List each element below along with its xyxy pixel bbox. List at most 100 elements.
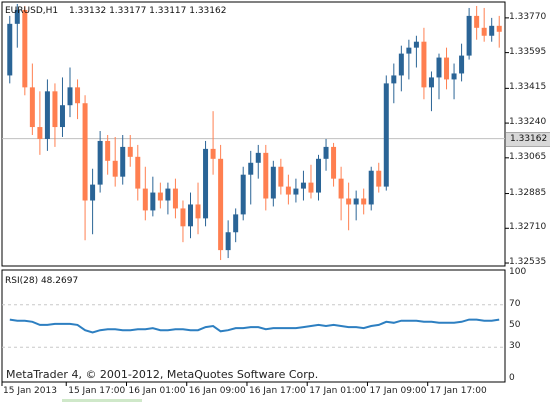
bear-candle-body <box>285 186 291 195</box>
time-tick-label: 16 Jan 17:00 <box>248 386 306 396</box>
bear-candle-body <box>496 25 502 32</box>
bull-candle-body <box>120 146 126 177</box>
bear-candle-body <box>376 170 382 187</box>
bear-candle-body <box>180 208 186 227</box>
bear-candle-body <box>218 158 224 251</box>
bear-candle-body <box>112 160 118 177</box>
bear-candle-body <box>331 146 337 179</box>
bear-candle-body <box>444 57 450 80</box>
price-tick-label: 1.32885 <box>509 187 547 198</box>
bear-candle-body <box>195 204 201 219</box>
bear-candle-body <box>210 148 216 159</box>
bull-candle-body <box>391 75 397 84</box>
bull-candle-body <box>248 162 254 175</box>
bull-candle-body <box>14 9 20 24</box>
time-tick-label: 15 Jan 17:00 <box>68 386 126 396</box>
bull-candle-body <box>67 87 73 106</box>
bull-candle-body <box>150 192 156 211</box>
bull-candle-body <box>293 188 299 195</box>
bull-candle-body <box>7 23 13 76</box>
bull-candle-body <box>187 204 193 227</box>
bull-candle-body <box>97 140 103 185</box>
symbol-label: EURUSD,H1 <box>5 6 59 16</box>
bull-candle-body <box>436 57 442 78</box>
rsi-tick-label: 30 <box>509 341 521 352</box>
time-tick-label: 15 Jan 2013 <box>3 386 57 396</box>
time-scroll-marker[interactable] <box>62 399 142 402</box>
bull-candle-body <box>459 55 465 74</box>
bear-candle-body <box>37 127 43 139</box>
bull-candle-body <box>240 174 246 215</box>
bull-candle-body <box>406 47 412 54</box>
bull-candle-body <box>323 146 329 159</box>
bull-candle-body <box>44 91 50 139</box>
current-price-label: 1.33162 <box>510 133 548 144</box>
bull-candle-body <box>368 170 374 205</box>
bull-candle-body <box>59 105 65 128</box>
price-tick-label: 1.33240 <box>509 117 547 128</box>
rsi-series-line <box>9 318 500 334</box>
bear-candle-body <box>263 152 269 199</box>
bear-candle-body <box>105 140 111 161</box>
rsi-pane-frame <box>1 269 506 383</box>
bull-candle-body <box>203 148 209 219</box>
bear-candle-body <box>474 15 480 28</box>
bear-candle-body <box>278 166 284 187</box>
rsi-tick-label: 50 <box>509 320 521 330</box>
bull-candle-body <box>270 166 276 199</box>
bull-candle-body <box>451 73 457 80</box>
price-tick-label: 1.33065 <box>509 151 547 162</box>
bull-candle-body <box>225 232 231 251</box>
bear-candle-body <box>481 27 487 36</box>
price-tick-label: 1.33770 <box>509 11 547 22</box>
bear-candle-body <box>346 198 352 205</box>
bull-candle-body <box>353 198 359 205</box>
bull-candle-body <box>233 214 239 233</box>
bull-candle-body <box>90 184 96 201</box>
bull-candle-body <box>165 188 171 201</box>
bear-candle-body <box>308 182 314 193</box>
bear-candle-body <box>157 192 163 201</box>
price-tick-label: 1.32710 <box>509 222 547 233</box>
rsi-header: RSI(28) 48.2697 <box>5 276 79 286</box>
bear-candle-body <box>172 188 178 209</box>
rsi-tick-label: 0 <box>509 373 515 383</box>
bear-candle-body <box>135 156 141 189</box>
time-tick-label: 17 Jan 17:00 <box>429 386 487 396</box>
bear-candle-body <box>82 103 88 201</box>
time-tick-label: 16 Jan 01:00 <box>128 386 186 396</box>
rsi-tick-label: 70 <box>509 298 521 309</box>
bear-candle-body <box>22 9 28 88</box>
time-tick-label: 16 Jan 09:00 <box>188 386 246 396</box>
bear-candle-body <box>52 91 58 128</box>
price-pane-frame <box>1 1 506 267</box>
rsi-tick-label: 100 <box>509 267 527 277</box>
price-tick-label: 1.33415 <box>509 82 547 93</box>
price-tick-label: 1.32535 <box>509 257 547 268</box>
bear-candle-body <box>29 87 35 128</box>
bear-candle-body <box>421 41 427 88</box>
bull-candle-body <box>489 25 495 36</box>
ohlc-readout: 1.33132 1.33177 1.33117 1.33162 <box>69 6 227 16</box>
bull-candle-body <box>383 83 389 187</box>
bull-candle-body <box>428 77 434 88</box>
time-tick-label: 17 Jan 09:00 <box>369 386 427 396</box>
bear-candle-body <box>142 188 148 211</box>
price-tick-label: 1.33595 <box>509 46 547 57</box>
time-tick-label: 17 Jan 01:00 <box>309 386 367 396</box>
bear-candle-body <box>127 146 133 157</box>
symbol-header: EURUSD,H1 1.33132 1.33177 1.33117 1.3316… <box>5 6 226 16</box>
bear-candle-body <box>75 87 81 104</box>
bull-candle-body <box>255 152 261 163</box>
bull-candle-body <box>300 182 306 189</box>
bull-candle-body <box>413 41 419 48</box>
copyright-text: MetaTrader 4, © 2001-2012, MetaQuotes So… <box>6 368 319 381</box>
bear-candle-body <box>361 198 367 205</box>
bull-candle-body <box>398 53 404 76</box>
bear-candle-body <box>338 178 344 199</box>
bull-candle-body <box>316 158 322 193</box>
bull-candle-body <box>466 15 472 56</box>
current-price-marker: 1.33162 <box>506 131 550 147</box>
